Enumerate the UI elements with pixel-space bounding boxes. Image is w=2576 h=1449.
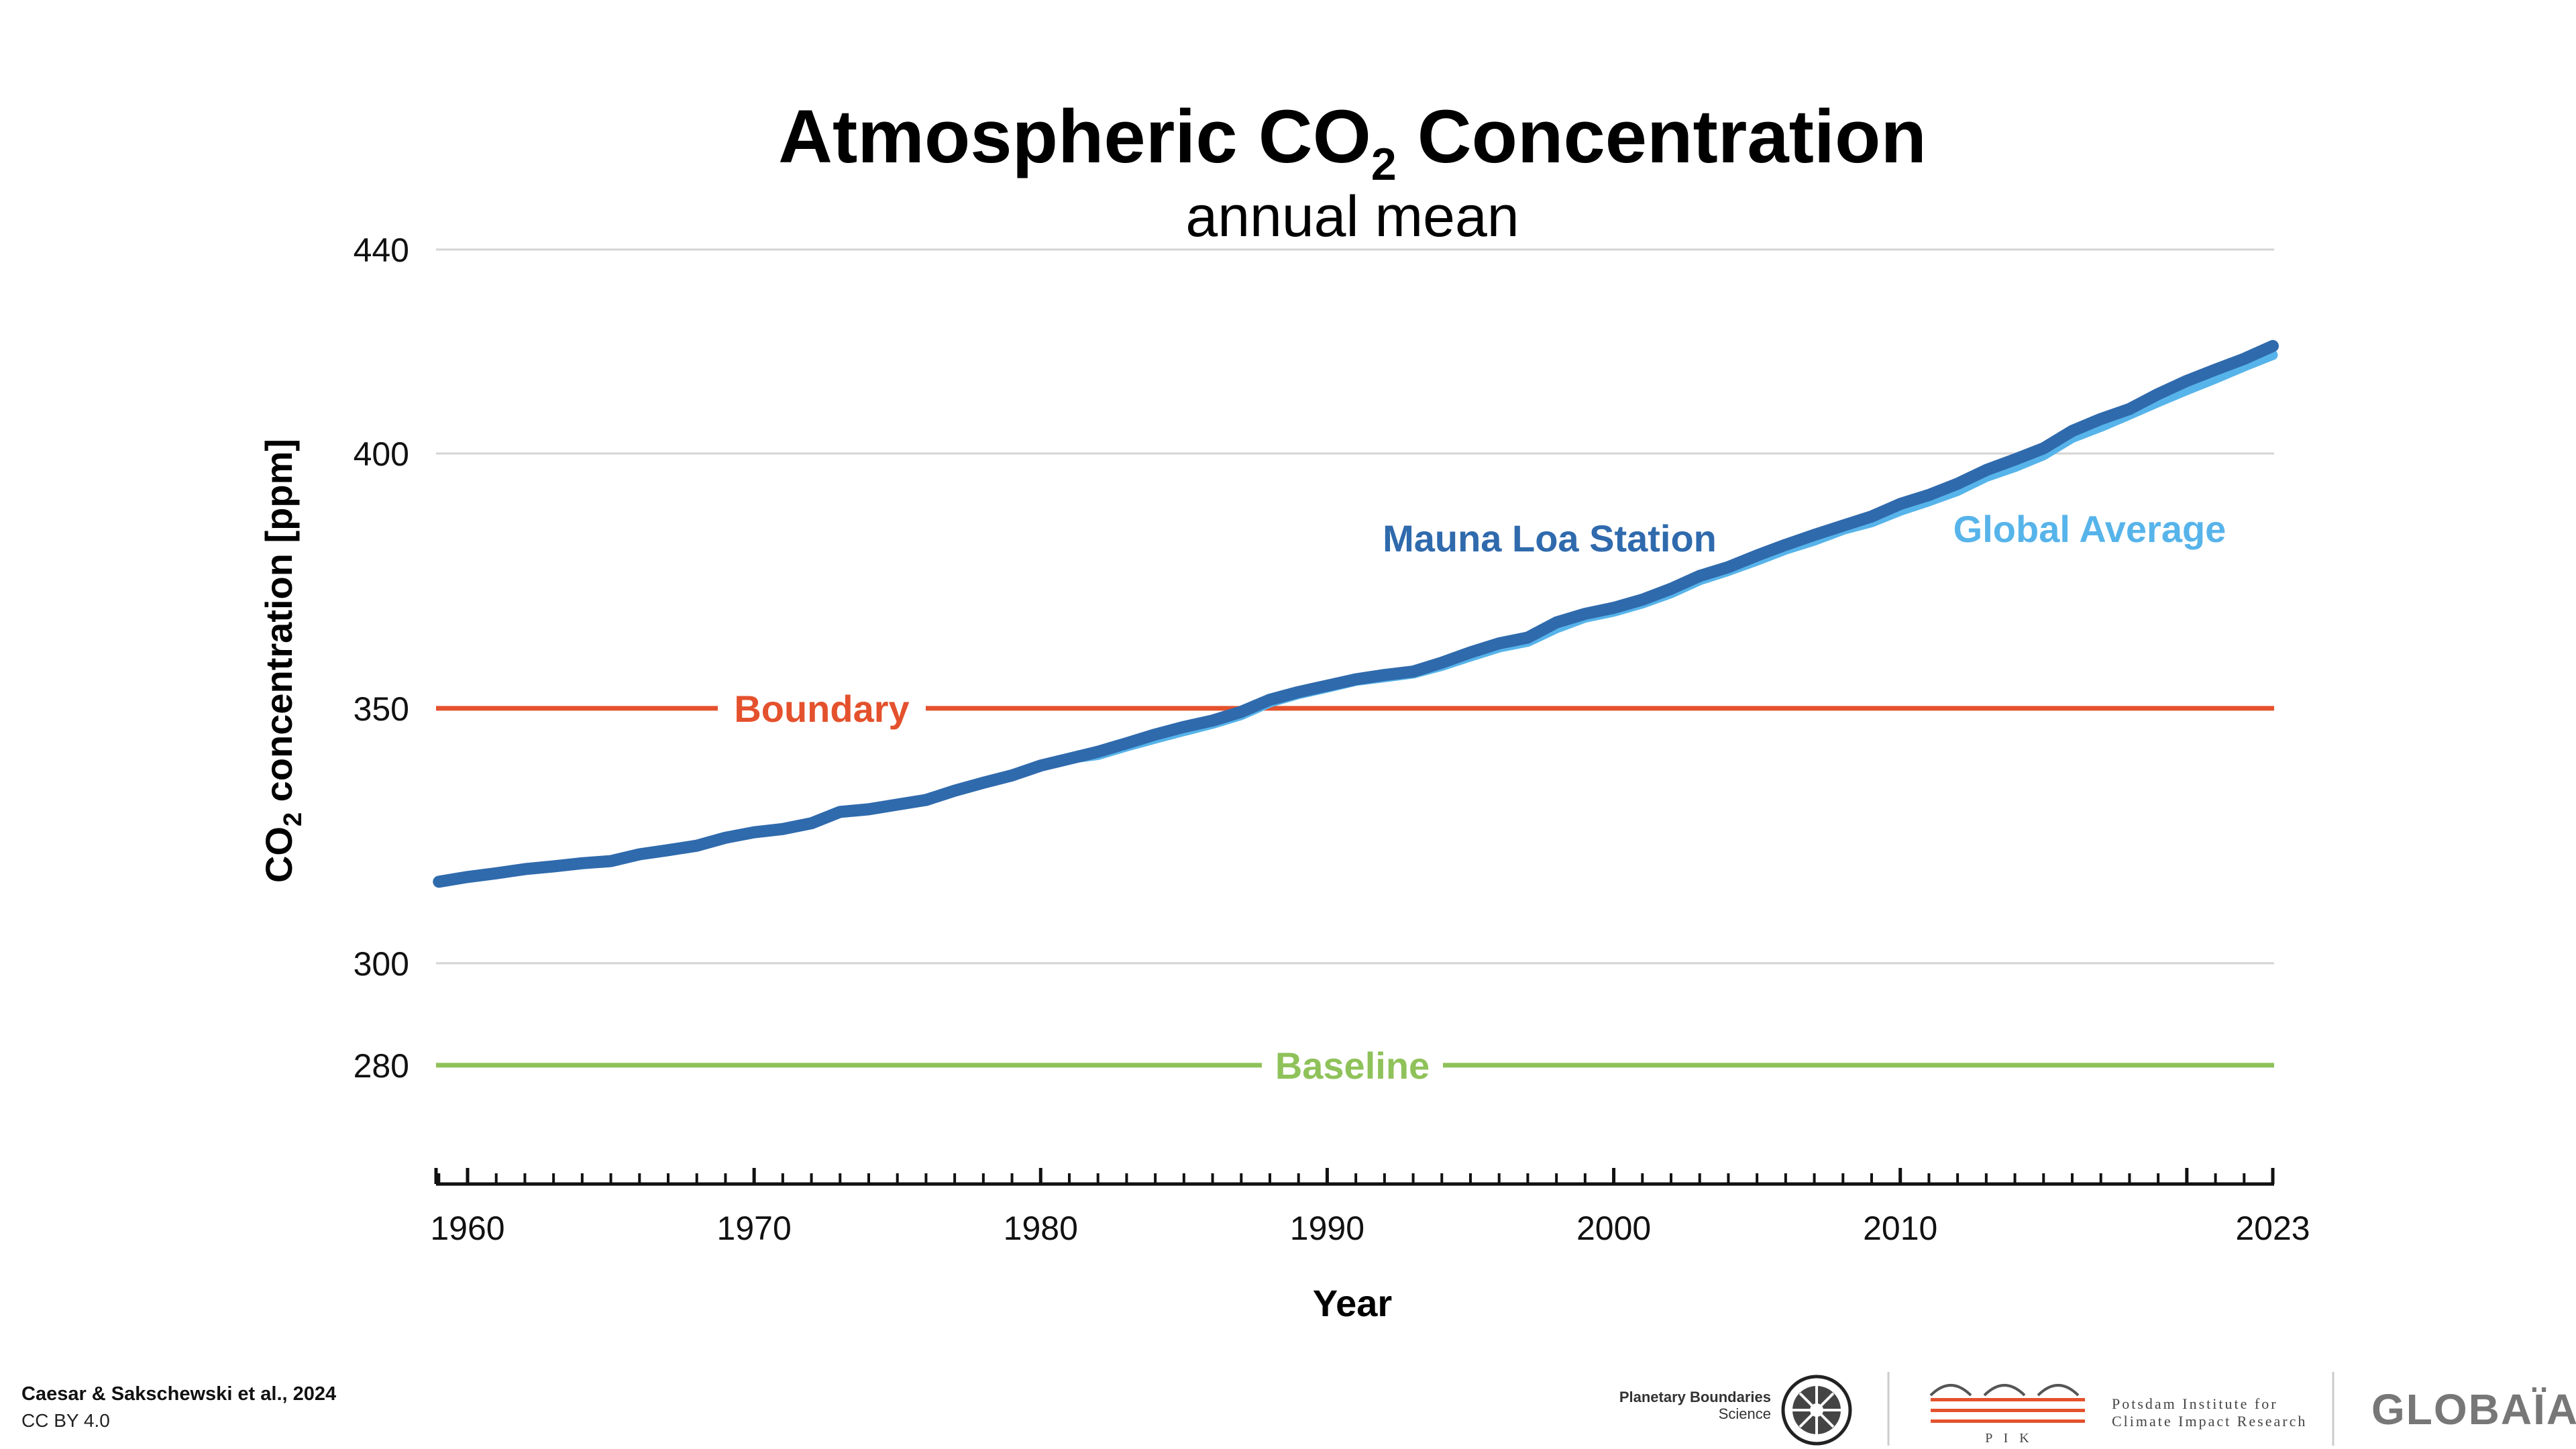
x-tick-label-1960: 1960 <box>430 1210 504 1247</box>
y-tick-label-280: 280 <box>354 1047 409 1085</box>
ref-label-boundary: Boundary <box>734 688 909 730</box>
pik-logo-icon <box>1929 1384 2085 1423</box>
x-tick-label-2000: 2000 <box>1576 1210 1651 1247</box>
x-axis: 1960 1970 1980 1990 2000 2010 2023 <box>430 1168 2310 1247</box>
y-tick-label-400: 400 <box>354 435 409 473</box>
series-label-global-average: Global Average <box>1953 508 2226 550</box>
planetary-boundaries-sub: Science <box>1718 1405 1771 1422</box>
y-tick-label-440: 440 <box>354 231 409 269</box>
x-tick-label-1970: 1970 <box>717 1210 792 1247</box>
gridlines <box>436 248 2274 965</box>
citation: Caesar & Sakschewski et al., 2024 <box>21 1383 337 1405</box>
series-labels: Mauna Loa Station Global Average <box>1383 508 2226 559</box>
planetary-boundaries-logo-icon <box>1781 1375 1852 1446</box>
x-tick-label-2023: 2023 <box>2235 1210 2310 1247</box>
series-label-mauna-loa-station: Mauna Loa Station <box>1383 517 1717 559</box>
x-tick-label-2010: 2010 <box>1863 1210 1937 1247</box>
pik-line2: Climate Impact Research <box>2112 1413 2308 1430</box>
x-axis-title: Year <box>1313 1282 1392 1324</box>
planetary-boundaries-name: Planetary Boundaries <box>1619 1389 1771 1405</box>
x-tick-label-1980: 1980 <box>1004 1210 1078 1247</box>
chart-title: Atmospheric CO2 Concentration <box>778 95 1927 190</box>
series-line-global-average <box>1035 350 2278 770</box>
pik-logo-text: Potsdam Institute for Climate Impact Res… <box>2112 1395 2307 1430</box>
pik-abbrev: P I K <box>1985 1431 2033 1446</box>
planetary-boundaries-logo: Planetary Boundaries Science <box>1610 1389 1771 1422</box>
data-series <box>433 339 2279 888</box>
chart-subtitle: annual mean <box>1185 184 1519 249</box>
x-tick-label-1990: 1990 <box>1290 1210 1364 1247</box>
y-axis-ticks: 280 300 350 400 440 <box>354 231 409 1085</box>
ref-label-baseline: Baseline <box>1275 1044 1430 1087</box>
y-tick-label-300: 300 <box>354 945 409 983</box>
pik-line1: Potsdam Institute for <box>2112 1395 2278 1412</box>
series-line-mauna-loa-station <box>433 339 2279 888</box>
reference-lines: Boundary Baseline <box>436 688 2274 1087</box>
y-axis-title: CO2 concentration [ppm] <box>258 439 307 883</box>
y-tick-label-350: 350 <box>354 690 409 728</box>
globaia-logo: GLOBAÏA <box>2371 1385 2576 1434</box>
license: CC BY 4.0 <box>21 1410 110 1431</box>
